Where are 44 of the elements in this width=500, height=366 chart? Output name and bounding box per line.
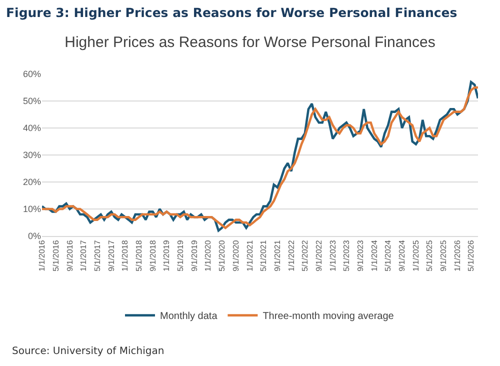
- x-tick-label: 5/1/2017: [92, 240, 102, 272]
- x-tick-label: 9/1/2017: [106, 240, 116, 272]
- legend-label: Monthly data: [160, 311, 218, 322]
- x-tick-label: 5/1/2019: [176, 240, 185, 272]
- y-tick-label: 20%: [22, 177, 41, 188]
- y-tick-label: 40%: [22, 123, 41, 134]
- x-tick-label: 1/1/2016: [38, 240, 47, 272]
- x-tick-label: 1/1/2026: [453, 240, 462, 272]
- x-tick-label: 1/1/2025: [412, 240, 421, 272]
- x-tick-label: 1/1/2017: [79, 240, 88, 272]
- x-tick-label: 9/1/2020: [231, 240, 240, 272]
- x-tick-label: 9/1/2021: [273, 240, 282, 272]
- x-tick-label: 9/1/2016: [65, 240, 74, 272]
- y-tick-label: 10%: [22, 204, 41, 214]
- x-tick-label: 5/1/2022: [300, 240, 310, 272]
- x-tick-label: 9/1/2023: [356, 240, 366, 272]
- x-tick-label: 5/1/2016: [51, 240, 60, 272]
- x-tick-label: 1/1/2021: [245, 240, 254, 272]
- x-tick-label: 9/1/2025: [439, 240, 448, 272]
- x-tick-label: 1/1/2020: [204, 240, 213, 272]
- chart-subtitle: Higher Prices as Reasons for Worse Personal Finances: [64, 34, 436, 52]
- x-tick-label: 5/1/2025: [425, 240, 434, 272]
- x-tick-label: 5/1/2018: [134, 240, 144, 272]
- x-tick-label: 9/1/2022: [314, 240, 324, 272]
- legend-label: Three-month moving average: [262, 311, 394, 322]
- x-tick-label: 1/1/2018: [120, 240, 130, 272]
- y-tick-label: 30%: [22, 150, 41, 160]
- x-tick-label: 1/1/2022: [286, 240, 296, 272]
- x-tick-label: 5/1/2024: [384, 240, 393, 272]
- chart-title: Figure 3: Higher Prices as Reasons for Worse Personal Finances: [6, 5, 458, 20]
- y-tick-label: 50%: [22, 96, 41, 106]
- x-tick-label: 5/1/2020: [218, 240, 226, 272]
- y-tick-label: 0%: [28, 231, 41, 242]
- x-tick-label: 1/1/2019: [162, 240, 172, 272]
- x-tick-label: 1/1/2023: [328, 240, 338, 272]
- x-tick-label: 5/1/2023: [342, 240, 352, 272]
- y-tick-label: 60%: [22, 69, 41, 80]
- x-tick-label: 9/1/2024: [398, 240, 407, 272]
- x-tick-label: 5/1/2026: [466, 240, 476, 272]
- x-tick-label: 5/1/2021: [259, 240, 268, 272]
- x-tick-label: 1/1/2024: [370, 240, 379, 272]
- source-note: Source: University of Michigan: [12, 346, 164, 357]
- x-tick-label: 9/1/2019: [190, 240, 199, 272]
- x-tick-label: 9/1/2018: [148, 240, 158, 272]
